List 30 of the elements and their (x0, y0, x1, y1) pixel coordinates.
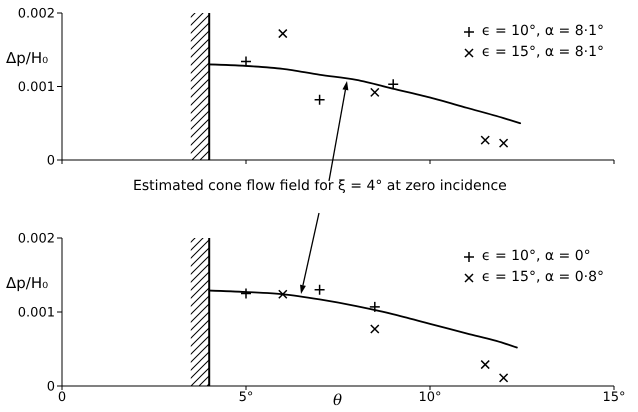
text: Estimated cone flow field for ξ = 4° at zero incidence (133, 178, 507, 194)
point (369, 301, 381, 313)
point (370, 324, 380, 334)
point (480, 135, 490, 145)
point (240, 288, 252, 300)
y-tick-label: 0.001 (18, 306, 55, 321)
point (370, 88, 380, 98)
legend-label: ϵ = 15°, α = 0·8° (482, 268, 604, 287)
y-axis-title: Δp/H₀ (6, 274, 48, 292)
point (498, 138, 508, 148)
x-tick-label: 0 (58, 390, 66, 406)
y-tick-label: 0.002 (18, 232, 55, 247)
legend-label: ϵ = 15°, α = 8·1° (482, 43, 604, 62)
x-tick-label: 15° (602, 390, 626, 406)
y-tick-label: 0.002 (18, 6, 55, 22)
legend-label: ϵ = 10°, α = 0° (482, 247, 591, 266)
point (278, 28, 288, 38)
y-tick-label: 0 (46, 154, 55, 169)
y-tick-label: 0 (46, 380, 55, 395)
x-axis-title: θ (333, 391, 342, 409)
y-axis-title: Δp/H₀ (6, 49, 48, 67)
x-tick-label: 10° (418, 390, 442, 406)
point (480, 360, 490, 370)
point (278, 289, 288, 299)
legend-label: ϵ = 10°, α = 8·1° (482, 22, 604, 41)
y-tick-label: 0.001 (18, 80, 55, 96)
x-tick-label: 5° (238, 390, 254, 406)
point (498, 373, 508, 383)
point (314, 284, 326, 296)
point (314, 94, 326, 106)
